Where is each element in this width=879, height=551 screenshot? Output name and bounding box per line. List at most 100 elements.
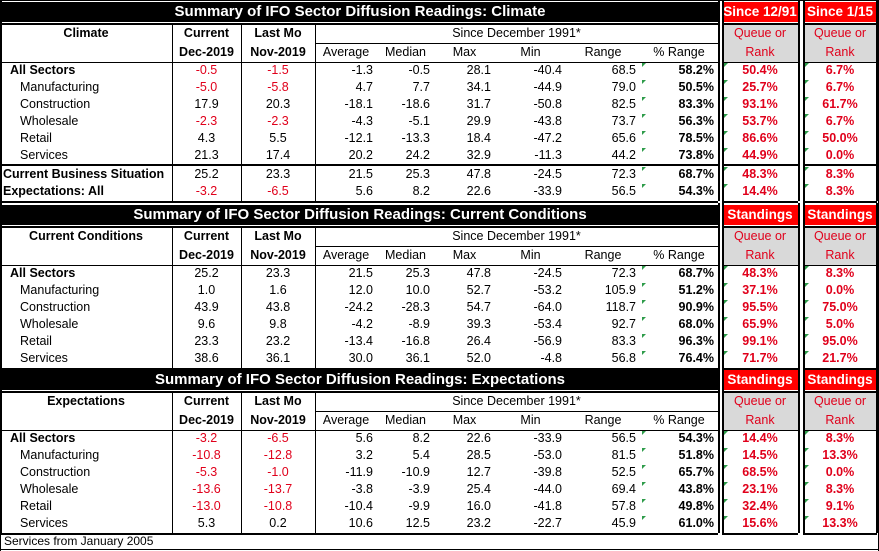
header-fill: [723, 24, 798, 62]
cell-last: -1.0: [267, 465, 289, 479]
row-name: Construction: [20, 300, 91, 314]
row-name: All Sectors: [10, 63, 76, 77]
col-queue: Queue or: [733, 26, 787, 40]
cell-last: 0.2: [269, 516, 287, 530]
cell-cur: 4.3: [197, 131, 216, 145]
cell-min: -56.9: [533, 334, 563, 348]
cell-marker: [642, 148, 646, 152]
col-queue: Queue or: [733, 394, 787, 408]
cell-range: 44.2: [611, 148, 636, 162]
cell-max: 23.2: [466, 516, 491, 530]
cell-last: 17.4: [265, 148, 291, 162]
cell-cur: 25.2: [194, 167, 219, 181]
cell-pr: 51.2%: [678, 283, 714, 297]
cell-avg: -1.3: [351, 63, 373, 77]
grid-line: [0, 226, 718, 228]
cell-max: 34.1: [466, 80, 491, 94]
cell-med: 10.0: [405, 283, 430, 297]
cell-marker: [724, 516, 728, 520]
cell-pr: 65.7%: [678, 465, 714, 479]
cell-pr: 68.0%: [678, 317, 714, 331]
row-name: All Sectors: [10, 431, 76, 445]
grid-line: [722, 430, 798, 431]
rank-header-short: Standings: [803, 370, 877, 390]
cell-marker: [724, 431, 728, 435]
row-name: Expectations: All: [3, 184, 104, 198]
cell-cur: 43.9: [194, 300, 219, 314]
row-name: Retail: [20, 334, 52, 348]
grid-line: [0, 533, 718, 535]
cell-max: 22.6: [466, 431, 491, 445]
cell-pr: 61.0%: [678, 516, 714, 530]
cell-avg: 5.6: [355, 184, 373, 198]
grid-line: [876, 0, 878, 201]
cell-marker: [642, 97, 646, 101]
grid-line: [798, 203, 800, 368]
cell-last: -6.5: [267, 431, 289, 445]
cell-last: 23.3: [265, 266, 291, 280]
cell-pr: 54.3%: [678, 184, 714, 198]
cell-rank-long: 15.6%: [742, 516, 778, 530]
grid-line: [722, 226, 798, 228]
cell-rank-long: 50.4%: [742, 63, 778, 77]
cell-med: -10.9: [401, 465, 431, 479]
col-range: Range: [584, 45, 622, 59]
cell-range: 81.5: [611, 448, 636, 462]
cell-range: 69.4: [611, 482, 636, 496]
grid-line: [0, 164, 718, 166]
cell-range: 92.7: [611, 317, 636, 331]
grid-line: [722, 164, 798, 166]
cell-rank-short: 6.7%: [825, 114, 855, 128]
col-min: Min: [520, 45, 541, 59]
grid-line: [315, 43, 718, 44]
col-current-date: Dec-2019: [179, 413, 234, 427]
cell-med: 5.4: [412, 448, 430, 462]
col-since: Since December 1991*: [452, 394, 581, 408]
cell-avg: 20.2: [348, 148, 373, 162]
cell-pr: 49.8%: [678, 499, 714, 513]
cell-marker: [805, 283, 809, 287]
col-rank: Rank: [825, 45, 855, 59]
cell-min: -47.2: [533, 131, 563, 145]
cell-marker: [805, 80, 809, 84]
cell-marker: [805, 516, 809, 520]
cell-max: 52.0: [466, 351, 491, 365]
cell-last: 1.6: [269, 283, 287, 297]
cell-marker: [642, 114, 646, 118]
cell-rank-long: 48.3%: [742, 266, 778, 280]
grid-line: [718, 368, 720, 533]
cell-marker: [642, 431, 646, 435]
cell-med: 7.7: [412, 80, 430, 94]
rank-header-long: Since 12/91: [722, 2, 798, 22]
cell-marker: [805, 465, 809, 469]
col-last: Last Mo: [254, 26, 302, 40]
cell-rank-short: 0.0%: [825, 148, 855, 162]
cell-cur: 21.3: [194, 148, 219, 162]
cell-max: 25.4: [466, 482, 491, 496]
cell-max: 12.7: [466, 465, 491, 479]
cell-marker: [805, 131, 809, 135]
row-name: Retail: [20, 499, 52, 513]
row-name: Wholesale: [20, 317, 79, 331]
cell-med: -0.5: [408, 63, 430, 77]
cell-rank-short: 6.7%: [825, 63, 855, 77]
cell-range: 56.5: [611, 431, 636, 445]
cell-last: -13.7: [263, 482, 293, 496]
grid-line: [722, 23, 798, 25]
row-name: Retail: [20, 131, 52, 145]
cell-marker: [805, 63, 809, 67]
cell-min: -41.8: [533, 499, 563, 513]
row-name: Wholesale: [20, 114, 79, 128]
cell-min: -44.0: [533, 482, 563, 496]
cell-marker: [642, 184, 646, 188]
grid-line: [0, 549, 879, 550]
grid-line: [722, 201, 798, 203]
grid-line: [803, 368, 805, 533]
cell-min: -22.7: [533, 516, 563, 530]
cell-marker: [724, 97, 728, 101]
cell-med: -5.1: [408, 114, 430, 128]
row-group-label: Climate: [63, 26, 109, 40]
cell-marker: [724, 300, 728, 304]
cell-pr: 51.8%: [678, 448, 714, 462]
cell-rank-long: 68.5%: [742, 465, 778, 479]
